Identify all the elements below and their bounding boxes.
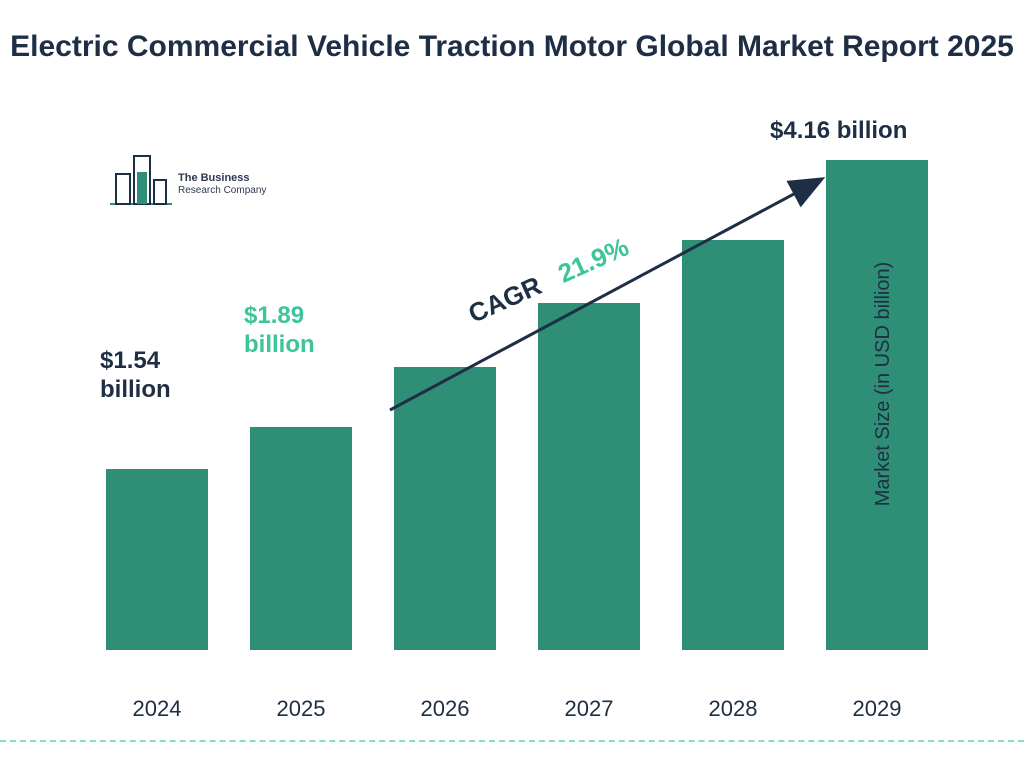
bar-chart: $1.54billion$1.89billion$4.16 billion CA… (90, 130, 960, 690)
x-tick-label: 2027 (528, 696, 650, 722)
data-label: $4.16 billion (770, 117, 907, 146)
data-label: $1.89billion (244, 302, 315, 360)
x-axis: 2024 2025 2026 2027 2028 2029 (90, 696, 960, 726)
y-axis-label: Market Size (in USD billion) (872, 262, 895, 507)
x-tick-label: 2028 (672, 696, 794, 722)
bar (106, 469, 208, 650)
x-tick-label: 2024 (96, 696, 218, 722)
x-tick-label: 2025 (240, 696, 362, 722)
bar (538, 303, 640, 650)
bar (682, 240, 784, 650)
chart-container: Electric Commercial Vehicle Traction Mot… (0, 0, 1024, 768)
footer-dashed-line (0, 740, 1024, 742)
bar (250, 427, 352, 650)
plot-area: $1.54billion$1.89billion$4.16 billion (90, 130, 960, 650)
x-tick-label: 2026 (384, 696, 506, 722)
x-tick-label: 2029 (816, 696, 938, 722)
chart-title: Electric Commercial Vehicle Traction Mot… (0, 28, 1024, 66)
data-label: $1.54billion (100, 347, 171, 405)
bar (394, 367, 496, 650)
